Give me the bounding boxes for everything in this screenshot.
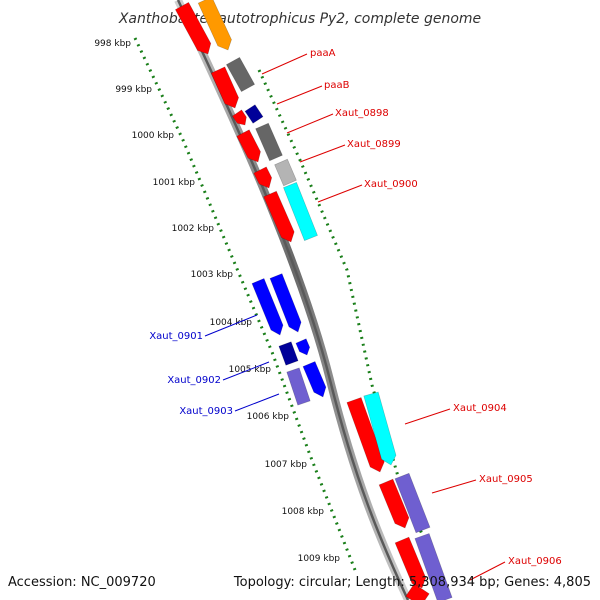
gene-arrow <box>255 122 283 162</box>
gene-arrow <box>274 158 297 187</box>
gene-label-xaut_0906[interactable]: Xaut_0906 <box>508 556 562 567</box>
kbp-label: 1001 kbp <box>153 178 196 188</box>
kbp-label: 998 kbp <box>94 39 131 49</box>
gene-arrow <box>394 472 431 534</box>
gene-arrow <box>346 397 385 473</box>
callout-line <box>286 113 334 134</box>
gene-label-xaut_0900[interactable]: Xaut_0900 <box>364 179 418 190</box>
accession-text: Accession: NC_009720 <box>8 575 156 590</box>
kbp-label: 1007 kbp <box>265 460 308 470</box>
callout-line <box>222 361 270 381</box>
gene-arrow <box>253 166 273 189</box>
gene-arrow <box>405 583 430 600</box>
gene-arrow <box>278 341 299 366</box>
gene-arrow <box>225 56 256 93</box>
gene-arrow <box>197 0 232 51</box>
gene-arrow <box>244 104 264 124</box>
callout-line <box>276 85 323 105</box>
gene-arrow <box>295 338 311 356</box>
genome-summary-text: Topology: circular; Length: 5,308,934 bp… <box>233 575 591 590</box>
gene-callouts: paaA paaB Xaut_0898 Xaut_0899 Xaut_0900 Xaut_… <box>149 48 562 581</box>
gene-label-xaut_0904[interactable]: Xaut_0904 <box>453 403 507 414</box>
callout-line <box>431 479 477 494</box>
kbp-label: 999 kbp <box>115 85 152 95</box>
gene-arrow <box>251 278 284 336</box>
gene-label-xaut_0902[interactable]: Xaut_0902 <box>167 375 221 386</box>
kbp-label: 1003 kbp <box>191 270 234 280</box>
gene-label-paab[interactable]: paaB <box>324 80 350 91</box>
gene-arrow <box>378 478 410 529</box>
kbp-label: 1008 kbp <box>282 507 325 517</box>
kbp-label: 1000 kbp <box>132 131 175 141</box>
callout-line <box>234 393 280 412</box>
callout-line <box>317 184 363 203</box>
gene-arrow <box>269 273 302 333</box>
map-title: Xanthobacter autotrophicus Py2, complete… <box>118 11 481 27</box>
gene-label-paaa[interactable]: paaA <box>310 48 336 59</box>
gene-arrow <box>286 367 311 406</box>
callout-line <box>261 53 308 75</box>
gene-arrow <box>283 182 318 241</box>
callout-line <box>404 408 451 425</box>
kbp-label: 1009 kbp <box>298 554 341 564</box>
gene-arrow <box>302 361 327 398</box>
gene-arrow <box>263 190 295 243</box>
gene-features <box>174 0 453 600</box>
callout-line <box>299 144 346 163</box>
gene-label-xaut_0898[interactable]: Xaut_0898 <box>335 108 389 119</box>
kbp-label: 1004 kbp <box>210 318 253 328</box>
gene-label-xaut_0903[interactable]: Xaut_0903 <box>179 406 233 417</box>
gene-arrow <box>231 109 247 126</box>
gene-arrow <box>394 536 427 589</box>
gene-label-xaut_0901[interactable]: Xaut_0901 <box>149 331 203 342</box>
callout-line <box>204 314 258 337</box>
gene-arrow <box>414 533 453 600</box>
kbp-scale: 998 kbp 999 kbp 1000 kbp 1001 kbp 1002 kbp 10… <box>94 39 340 564</box>
kbp-label: 1005 kbp <box>229 365 272 375</box>
gene-arrow <box>363 391 397 466</box>
kbp-label: 1006 kbp <box>247 412 290 422</box>
gene-label-xaut_0899[interactable]: Xaut_0899 <box>347 139 401 150</box>
gene-arrow <box>236 129 261 163</box>
gene-label-xaut_0905[interactable]: Xaut_0905 <box>479 474 533 485</box>
gene-arrow <box>174 1 212 55</box>
callout-line <box>469 561 506 581</box>
gene-arrow <box>210 66 239 109</box>
kbp-label: 1002 kbp <box>172 224 215 234</box>
